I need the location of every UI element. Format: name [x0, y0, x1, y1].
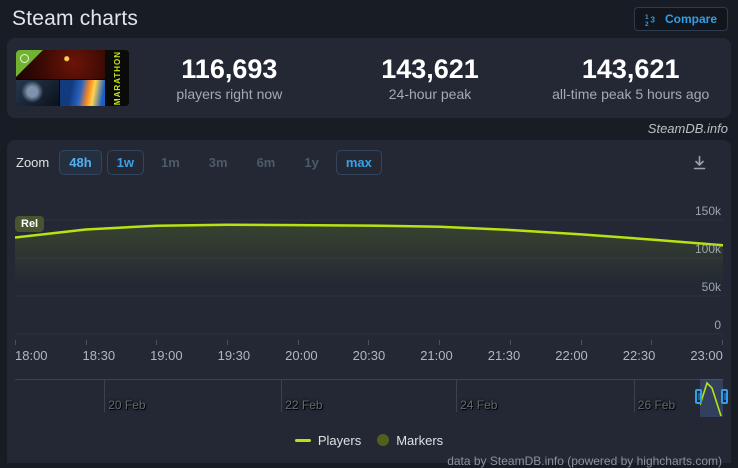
- zoom-label: Zoom: [16, 154, 50, 170]
- range-navigator[interactable]: 20 Feb 22 Feb 24 Feb 26 Feb: [15, 379, 728, 420]
- y-axis-tick-0: 0: [714, 318, 721, 332]
- header: Steam charts 1 2 3 Compare: [0, 0, 738, 38]
- chart-panel: Zoom 48h 1w 1m 3m 6m 1y max: [7, 140, 731, 468]
- discount-ribbon: [16, 50, 43, 77]
- stat-players-now: 116,693 players right now: [129, 54, 330, 102]
- steamdb-watermark: SteamDB.info: [647, 121, 728, 136]
- svg-text:2: 2: [645, 21, 649, 26]
- chart-legend: Players Markers: [7, 432, 731, 448]
- zoom-range-1y[interactable]: 1y: [292, 150, 330, 175]
- download-icon[interactable]: [691, 154, 708, 171]
- x-tick-label: 19:30: [217, 348, 251, 363]
- y-axis-tick-50k: 50k: [701, 280, 721, 294]
- zoom-range-1w[interactable]: 1w: [106, 149, 144, 175]
- legend-players-label: Players: [317, 432, 362, 448]
- capsule-art-bottom-right: [60, 80, 105, 106]
- capsule-title-strip: MARATHON: [105, 50, 129, 106]
- ribbon-icon: [20, 54, 29, 63]
- players-now-label: players right now: [176, 86, 283, 103]
- legend-item-players[interactable]: Players: [294, 432, 362, 448]
- svg-text:3: 3: [650, 15, 655, 24]
- navigator-selection[interactable]: [695, 379, 728, 417]
- players-line-chart: [15, 219, 723, 335]
- zoom-range-max[interactable]: max: [335, 149, 382, 175]
- x-tick-label: 20:00: [285, 348, 318, 363]
- legend-markers-label: Markers: [396, 432, 444, 448]
- navigator-date: 26 Feb: [637, 398, 676, 412]
- x-tick-label: 21:00: [420, 348, 453, 363]
- x-tick-label: 18:00: [15, 348, 48, 363]
- x-tick-label: 18:30: [82, 348, 116, 363]
- navigator-mini-line: [700, 381, 722, 417]
- stat-24h-peak: 143,621 24-hour peak: [330, 54, 531, 102]
- chart-credits: data by SteamDB.info (powered by highcha…: [447, 454, 722, 468]
- zoom-range-48h[interactable]: 48h: [59, 149, 102, 175]
- players-line-swatch: [294, 438, 311, 442]
- chart-plot-area[interactable]: 150k 100k 50k 0 Rel: [15, 190, 723, 340]
- navigator-handle-right[interactable]: [721, 389, 728, 404]
- x-tick-label: 20:30: [352, 348, 386, 363]
- zoom-range-3m[interactable]: 3m: [197, 150, 240, 175]
- stat-alltime-peak: 143,621 all-time peak 5 hours ago: [530, 54, 731, 102]
- x-axis-labels: 18:00 18:30 19:00 19:30 20:00 20:30 21:0…: [15, 348, 723, 363]
- steamdb-charts-page: Steam charts 1 2 3 Compare MARATHON 116,…: [0, 0, 738, 453]
- zoom-range-6m[interactable]: 6m: [245, 150, 288, 175]
- chart-toolbar: Zoom 48h 1w 1m 3m 6m 1y max: [7, 146, 731, 178]
- alltime-peak-value: 143,621: [581, 53, 680, 84]
- stats-panel: MARATHON 116,693 players right now 143,6…: [7, 38, 731, 118]
- navigator-date: 24 Feb: [460, 398, 498, 412]
- navigator-tick: [104, 380, 106, 412]
- navigator-tick: [281, 380, 283, 412]
- compare-label: Compare: [664, 12, 717, 26]
- page-title: Steam charts: [12, 7, 139, 30]
- capsule-art-bottom-left: [16, 80, 59, 106]
- capsule-title-text: MARATHON: [112, 50, 122, 106]
- x-tick-label: 23:00: [690, 348, 723, 363]
- x-tick-label: 22:00: [555, 348, 588, 363]
- x-tick-label: 19:00: [150, 348, 183, 363]
- y-axis-tick-100k: 100k: [694, 242, 721, 256]
- legend-item-markers[interactable]: Markers: [377, 433, 443, 448]
- compare-icon: 1 2 3: [645, 14, 656, 26]
- game-capsule-image[interactable]: MARATHON: [16, 50, 129, 106]
- x-tick-label: 21:30: [487, 348, 521, 363]
- x-axis-ticks: [15, 340, 723, 346]
- alltime-peak-label: all-time peak 5 hours ago: [552, 86, 710, 103]
- compare-button[interactable]: 1 2 3 Compare: [633, 7, 728, 31]
- navigator-date: 20 Feb: [108, 398, 146, 412]
- navigator-handle-left[interactable]: [695, 389, 702, 404]
- markers-circle-swatch: [377, 434, 390, 446]
- navigator-tick: [456, 380, 458, 412]
- release-marker-badge[interactable]: Rel: [15, 216, 45, 232]
- navigator-date: 22 Feb: [285, 398, 323, 412]
- navigator-tick: [633, 380, 635, 412]
- x-tick-label: 22:30: [622, 348, 656, 363]
- y-axis-tick-150k: 150k: [694, 204, 721, 218]
- peak-24h-label: 24-hour peak: [388, 86, 472, 103]
- svg-text:1: 1: [645, 14, 649, 21]
- players-now-value: 116,693: [181, 53, 278, 84]
- peak-24h-value: 143,621: [381, 53, 479, 84]
- zoom-range-1m[interactable]: 1m: [149, 150, 192, 175]
